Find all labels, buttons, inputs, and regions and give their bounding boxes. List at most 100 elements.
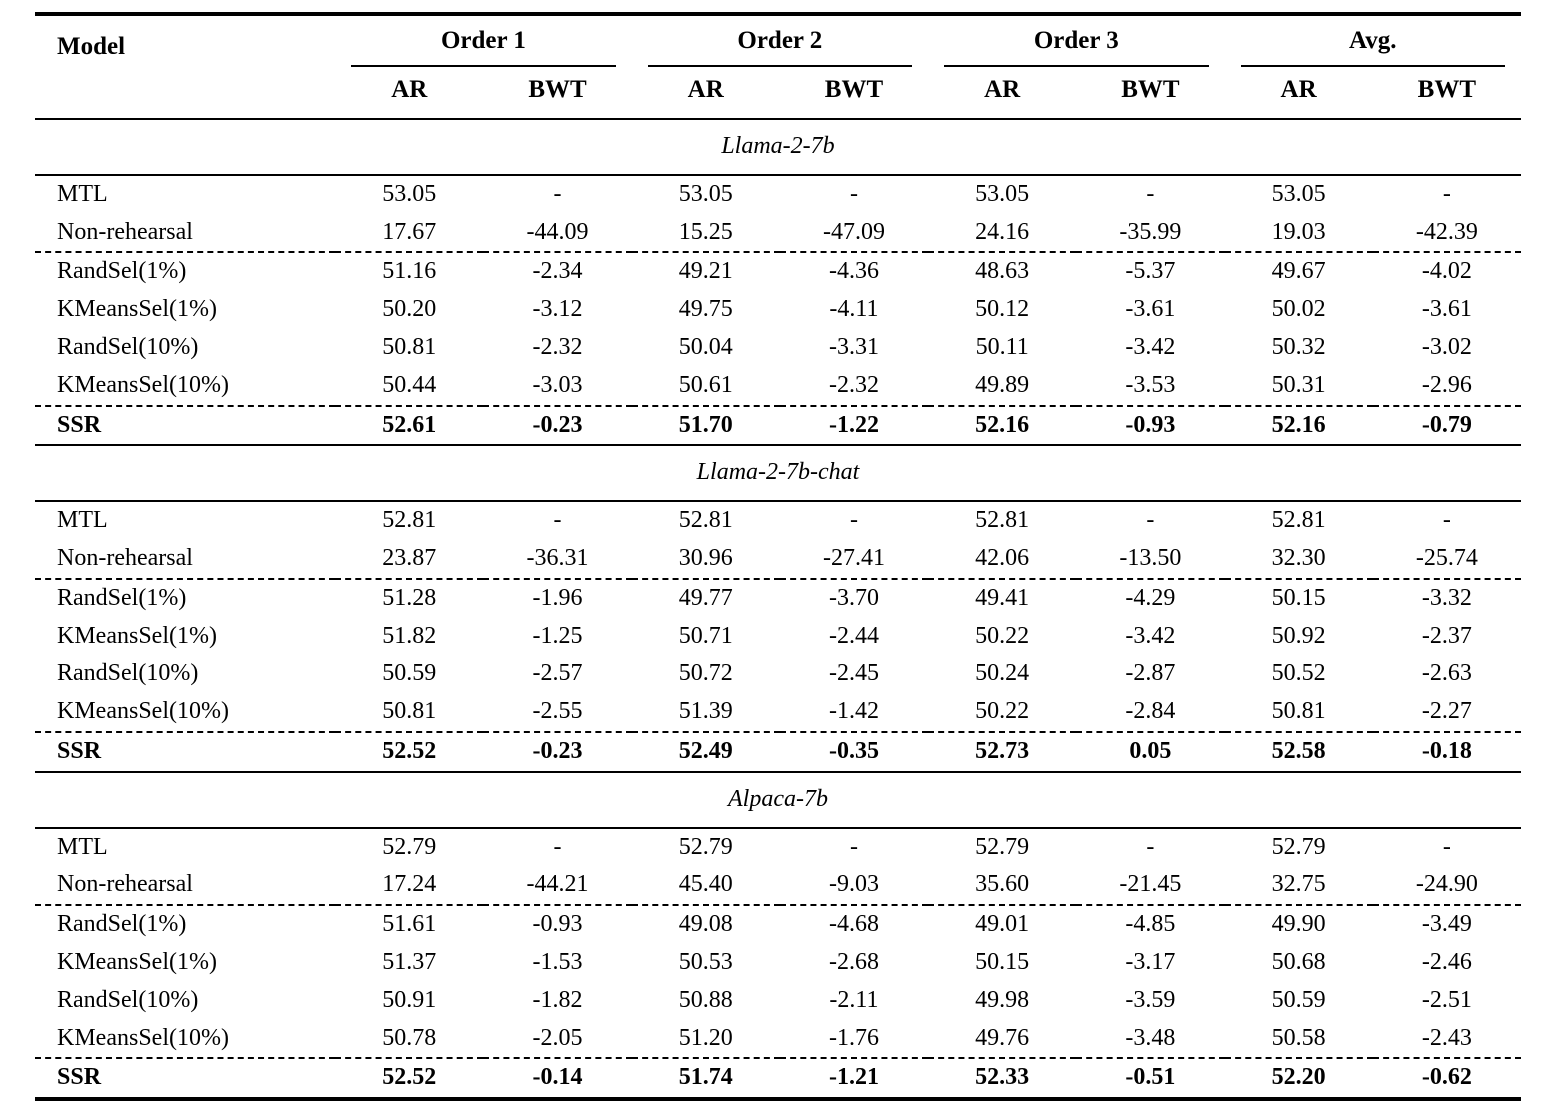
ar-value: 50.81 [1271,698,1326,725]
bwt-value: -24.90 [1415,871,1478,898]
row-label: KMeansSel(10%) [57,371,229,398]
ar-value: 50.20 [382,296,437,323]
bwt-value: -2.11 [829,986,879,1013]
subheader-bwt: BWT [779,67,929,120]
row-label: Non-rehearsal [57,544,193,571]
ar-value: 52.79 [1271,833,1326,860]
row-label: Non-rehearsal [57,871,193,898]
bwt-value: -0.51 [1076,1057,1225,1100]
ar-value: 42.06 [975,544,1030,571]
ar-value: 50.81 [382,698,437,725]
bwt-value: -3.32 [1372,577,1521,618]
ar-value: 52.81 [382,507,437,534]
table-row: SSR 52.61 -0.23 51.70 -1.22 52.16 -0.93 52.16 -0… [35,404,1521,446]
bwt-value: -2.87 [1125,660,1176,687]
bwt-value: -3.42 [1125,333,1176,360]
table-row: KMeansSel(1%) 51.82 -1.25 50.71 -2.44 50.22 -3… [35,618,1521,656]
ar-value: 51.70 [631,404,780,446]
ar-value: 52.16 [1224,404,1373,446]
bwt-value: -3.48 [1125,1024,1176,1051]
bwt-value: -5.37 [1076,251,1225,292]
bwt-value: -0.18 [1372,730,1521,772]
ar-value: 51.74 [631,1057,780,1100]
section-row: Alpaca-7b [35,770,1521,829]
bwt-value: -1.25 [532,622,583,649]
ar-value: 50.91 [382,986,437,1013]
header-model: Model [35,14,336,120]
ar-value: 52.61 [335,404,484,446]
bwt-value: -4.85 [1076,904,1225,944]
ar-value: 49.90 [1224,904,1373,944]
ar-value: 52.81 [1271,507,1326,534]
bwt-value: -36.31 [526,544,589,571]
bwt-value: -3.17 [1125,948,1176,975]
row-label: KMeansSel(1%) [57,948,217,975]
ar-value: 51.16 [335,251,484,292]
section-title: Llama-2-7b [35,118,1521,176]
bwt-value: -2.68 [828,948,879,975]
bwt-value: -44.21 [526,871,589,898]
ar-value: 49.75 [678,296,733,323]
bwt-value: -3.61 [1421,296,1472,323]
bwt-value: -1.22 [779,404,929,446]
bwt-value: -2.32 [828,371,879,398]
header-group-order-1-label: Order 1 [351,26,616,67]
ar-value: 15.25 [678,218,733,245]
ar-value: 50.15 [1224,577,1373,618]
subheader-ar: AR [631,67,780,120]
section-title: Alpaca-7b [35,770,1521,829]
bwt-value: -2.44 [828,622,879,649]
section-row: Llama-2-7b [35,118,1521,176]
row-label: KMeansSel(10%) [57,1024,229,1051]
header-group-order-3: Order 3 [928,14,1224,67]
ar-value: 49.98 [975,986,1030,1013]
table-row: KMeansSel(10%) 50.78 -2.05 51.20 -1.76 49.76 -… [35,1020,1521,1059]
ar-value: 52.58 [1224,730,1373,772]
ar-value: 50.11 [975,333,1029,360]
ar-value: 50.59 [1271,986,1326,1013]
table-row: RandSel(10%) 50.81 -2.32 50.04 -3.31 50.11 -3.… [35,329,1521,367]
row-label: KMeansSel(1%) [57,622,217,649]
ar-value: 30.96 [678,544,733,571]
subheader-bwt: BWT [1076,67,1225,120]
bwt-value: -0.35 [779,730,929,772]
bwt-value: -4.68 [779,904,929,944]
header-group-avg: Avg. [1225,14,1522,67]
ar-value: 45.40 [678,871,733,898]
header-group-order-1: Order 1 [335,14,631,67]
bwt-value: -2.43 [1421,1024,1472,1051]
row-label: MTL [57,507,108,534]
ar-value: 52.49 [631,730,780,772]
ar-value: 50.81 [382,333,437,360]
ar-value: 51.61 [335,904,484,944]
table-row: KMeansSel(1%) 51.37 -1.53 50.53 -2.68 50.15 -3… [35,944,1521,982]
ar-value: 50.12 [975,296,1030,323]
ar-value: 17.24 [382,871,437,898]
group-header-row: Model Order 1 Order 2 Order 3 Avg. [35,14,1522,120]
ar-value: 51.20 [678,1024,733,1051]
bwt-value: -2.45 [828,660,879,687]
table-row: SSR 52.52 -0.14 51.74 -1.21 52.33 -0.51 52.20 -0… [35,1057,1521,1100]
results-table: Model Order 1 Order 2 Order 3 Avg. AR BW… [35,12,1522,1102]
table-row: RandSel(1%) 51.28 -1.96 49.77 -3.70 49.41 -4.2… [35,577,1521,618]
ar-value: 50.78 [382,1024,437,1051]
ar-value: 50.58 [1271,1024,1326,1051]
ar-value: 52.79 [678,833,733,860]
ar-value: 53.05 [975,180,1030,207]
bwt-value: -1.96 [483,577,632,618]
bwt-value: - [849,507,858,534]
ar-value: 32.75 [1271,871,1326,898]
row-label: RandSel(10%) [57,660,199,687]
bwt-value: -2.96 [1421,371,1472,398]
bwt-value: - [849,833,858,860]
subheader-bwt: BWT [1372,67,1521,120]
ar-value: 50.53 [678,948,733,975]
bwt-value: - [1442,507,1451,534]
ar-value: 53.05 [1271,180,1326,207]
table-row: KMeansSel(1%) 50.20 -3.12 49.75 -4.11 50.12 -3… [35,291,1521,329]
bwt-value: - [553,833,562,860]
ar-value: 49.41 [928,577,1077,618]
ar-value: 50.15 [975,948,1030,975]
subheader-ar: AR [1224,67,1373,120]
bwt-value: -21.45 [1119,871,1182,898]
